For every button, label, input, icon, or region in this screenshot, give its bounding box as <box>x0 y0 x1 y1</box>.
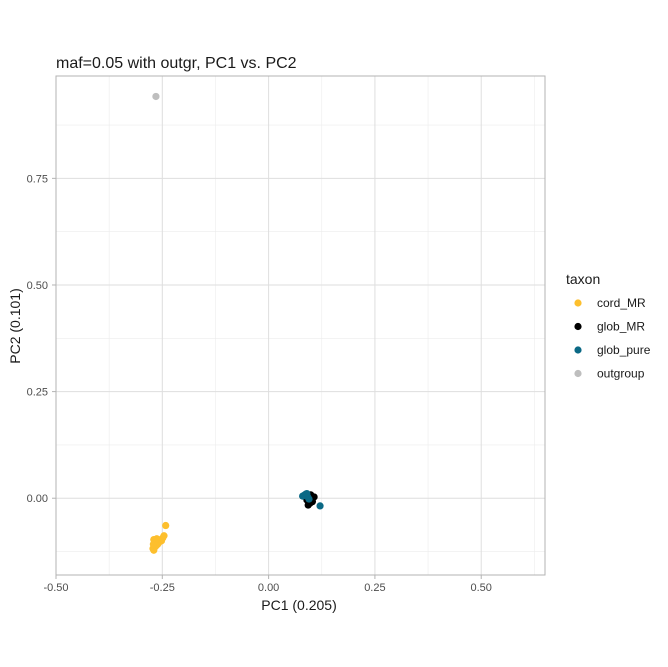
point-cord-mr <box>149 540 157 548</box>
legend-label: glob_pure <box>597 343 651 357</box>
legend-key-glob-pure <box>574 346 582 354</box>
x-tick-label: 0.50 <box>471 582 492 594</box>
point-glob-pure <box>303 489 311 498</box>
legend-label: glob_MR <box>597 320 645 334</box>
legend-label: cord_MR <box>597 296 646 310</box>
x-tick-label: 0.25 <box>364 582 385 594</box>
major-gridlines <box>55 76 545 575</box>
chart-title: maf=0.05 with outgr, PC1 vs. PC2 <box>56 55 297 72</box>
legend-items: cord_MR glob_MR glob_pure outgroup <box>574 296 651 381</box>
y-tick-label: 0.00 <box>27 493 48 505</box>
legend: taxon cord_MR glob_MR glob_pure outgroup <box>566 271 651 381</box>
x-tick-label: -0.50 <box>43 582 68 594</box>
legend-label: outgroup <box>597 367 645 381</box>
y-axis-label: PC2 (0.101) <box>7 288 23 363</box>
point-outgroup <box>152 92 160 101</box>
point-cord-mr <box>162 521 170 530</box>
y-tick-label: 0.75 <box>27 173 48 185</box>
minor-gridlines <box>56 76 545 575</box>
x-tick-label: -0.25 <box>150 582 175 594</box>
x-axis-ticks: -0.50 -0.25 0.00 0.25 0.50 <box>43 575 492 594</box>
y-tick-label: 0.25 <box>27 387 48 399</box>
point-glob-pure <box>305 495 313 503</box>
data-points <box>149 92 324 554</box>
point-cord-mr <box>153 535 161 543</box>
x-tick-label: 0.00 <box>258 582 279 594</box>
legend-key-outgroup <box>574 369 582 378</box>
y-axis-ticks: 0.00 0.25 0.50 0.75 <box>27 173 56 505</box>
x-axis-label: PC1 (0.205) <box>261 597 336 613</box>
plot-panel-border <box>55 75 546 576</box>
point-glob-pure <box>316 502 324 510</box>
y-tick-label: 0.50 <box>27 280 48 292</box>
legend-key-cord-mr <box>574 299 582 307</box>
legend-title: taxon <box>566 271 600 287</box>
legend-key-glob-mr <box>574 322 582 331</box>
